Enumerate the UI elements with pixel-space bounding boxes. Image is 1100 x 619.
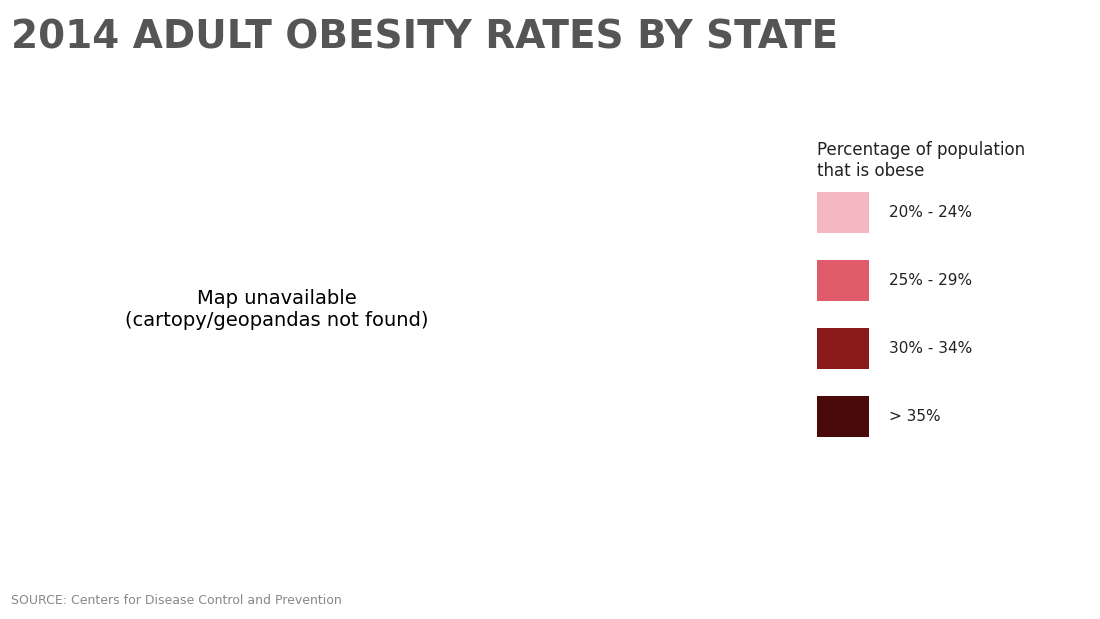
FancyBboxPatch shape: [817, 192, 869, 233]
Text: > 35%: > 35%: [889, 409, 940, 424]
Text: 30% - 34%: 30% - 34%: [889, 341, 972, 356]
Text: 25% - 29%: 25% - 29%: [889, 273, 972, 288]
Text: 20% - 24%: 20% - 24%: [889, 205, 971, 220]
Text: Map unavailable
(cartopy/geopandas not found): Map unavailable (cartopy/geopandas not f…: [125, 289, 429, 330]
Text: SOURCE: Centers for Disease Control and Prevention: SOURCE: Centers for Disease Control and …: [11, 594, 342, 607]
FancyBboxPatch shape: [817, 328, 869, 369]
Text: Percentage of population
that is obese: Percentage of population that is obese: [817, 141, 1025, 180]
Text: 2014 ADULT OBESITY RATES BY STATE: 2014 ADULT OBESITY RATES BY STATE: [11, 19, 838, 56]
FancyBboxPatch shape: [817, 260, 869, 301]
FancyBboxPatch shape: [817, 396, 869, 437]
